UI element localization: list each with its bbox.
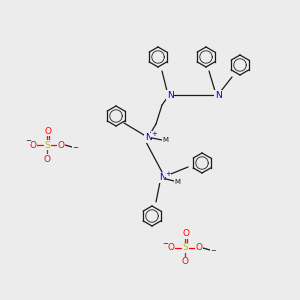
Text: M: M — [174, 179, 180, 185]
Text: O: O — [58, 140, 64, 149]
Text: O: O — [196, 244, 202, 253]
Text: N: N — [145, 134, 152, 142]
Text: +: + — [165, 171, 171, 177]
Text: S: S — [182, 244, 188, 253]
Text: O: O — [44, 127, 52, 136]
Text: S: S — [44, 140, 50, 149]
Text: N: N — [214, 91, 221, 100]
Text: O: O — [44, 154, 50, 164]
Text: M: M — [162, 137, 168, 143]
Text: −: − — [162, 241, 168, 247]
Text: O: O — [167, 244, 175, 253]
Text: O: O — [182, 257, 188, 266]
Text: −: − — [25, 138, 31, 144]
Text: O: O — [29, 140, 37, 149]
Text: −: − — [72, 145, 78, 151]
Text: N: N — [159, 173, 165, 182]
Text: O: O — [182, 230, 190, 238]
Text: −: − — [210, 248, 216, 254]
Text: N: N — [167, 91, 173, 100]
Text: +: + — [151, 131, 157, 137]
